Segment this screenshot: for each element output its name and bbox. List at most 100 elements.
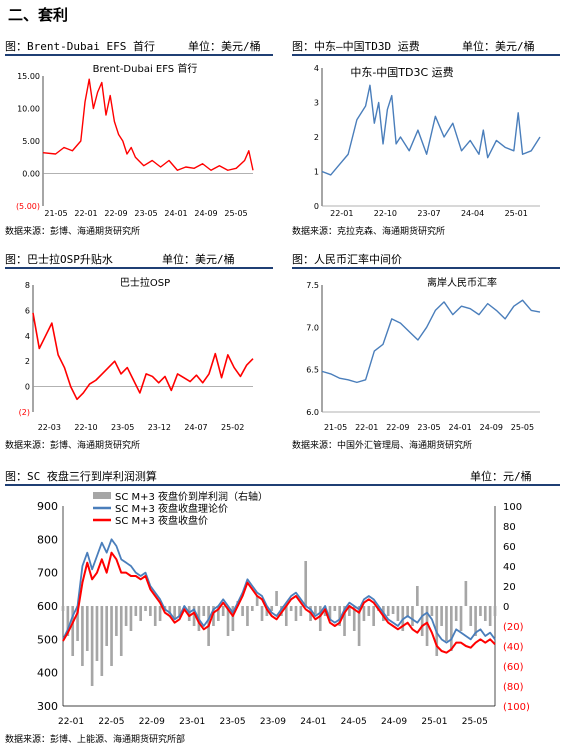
x-tick-label: 23-05 <box>219 717 245 726</box>
legend-swatch <box>93 492 111 499</box>
profit-bar <box>352 606 356 631</box>
profit-bar <box>357 606 361 646</box>
series-line <box>321 84 541 176</box>
profit-bar <box>100 606 104 676</box>
x-tick-label: 25-01 <box>421 717 447 726</box>
profit-bar <box>343 606 346 636</box>
profit-bar <box>469 606 473 626</box>
x-tick-label: 24-09 <box>480 423 503 432</box>
x-tick-label: 23-05 <box>111 423 134 432</box>
x-tick-label: 23-12 <box>148 423 171 432</box>
y-right-tick-label: (80) <box>503 682 524 693</box>
x-tick-label: 23-05 <box>134 209 157 218</box>
profit-bar <box>246 606 249 626</box>
panel3-source: 数据来源：彭博、海通期货研究所 <box>5 441 141 451</box>
panel3-rule <box>5 267 273 269</box>
x-tick-label: 21-05 <box>324 423 347 432</box>
profit-bar <box>420 606 424 636</box>
x-tick-label: 25-05 <box>224 209 247 218</box>
y-left-tick-label: 800 <box>37 533 58 546</box>
profit-bar <box>314 606 317 614</box>
profit-bar <box>76 606 79 641</box>
y-right-tick-label: 0 <box>503 602 509 613</box>
y-tick-label: 6.0 <box>306 408 319 417</box>
chart-title: 中东-中国TD3C 运费 <box>350 66 453 79</box>
profit-bar <box>474 606 477 636</box>
x-tick-label: 25-05 <box>511 423 534 432</box>
profit-bar <box>464 581 468 606</box>
panel5-unit: 单位：元/桶 <box>470 470 532 483</box>
profit-bar <box>445 606 448 641</box>
section-title: 二、套利 <box>8 6 69 24</box>
panel2-unit: 单位：美元/桶 <box>462 40 535 53</box>
profit-bar <box>212 606 215 626</box>
x-tick-label: 25-01 <box>505 209 528 218</box>
x-tick-label: 22-10 <box>374 209 397 218</box>
profit-bar <box>362 606 366 621</box>
y-tick-label: 4 <box>25 332 30 341</box>
panel2-caption: 图：中东—中国TD3D 运费 <box>292 40 420 53</box>
y-tick-label: 6 <box>25 306 30 315</box>
profit-bar <box>449 606 453 651</box>
x-tick-label: 25-02 <box>221 423 244 432</box>
profit-bar <box>372 606 375 626</box>
series-line <box>32 312 254 401</box>
profit-bar <box>333 606 337 611</box>
profit-bar <box>430 606 434 616</box>
panel4-caption: 图：人民币汇率中间价 <box>292 253 402 266</box>
profit-bar <box>318 606 322 631</box>
y-right-tick-label: 40 <box>503 562 516 573</box>
profit-bar <box>139 606 142 621</box>
series-line <box>321 299 541 384</box>
x-tick-label: 22-01 <box>355 423 378 432</box>
x-tick-label: 22-05 <box>98 717 124 726</box>
y-right-tick-label: (100) <box>503 702 530 713</box>
x-tick-label: 22-01 <box>58 717 84 726</box>
panel1-rule <box>5 54 273 56</box>
profit-bar <box>178 606 181 616</box>
y-tick-label: 10.00 <box>17 105 40 114</box>
profit-bar <box>284 606 288 626</box>
y-tick-label: 2 <box>314 133 319 142</box>
y-tick-label: 0 <box>314 202 319 211</box>
profit-bar <box>110 606 113 666</box>
y-right-tick-label: 60 <box>503 542 516 553</box>
osp-chart: 8 6 4 2 0 (2) 22-03 22-10 23-05 23-12 24-07 25-02 巴士… <box>19 276 254 432</box>
profit-bar <box>105 606 109 646</box>
y-left-tick-label: 300 <box>37 700 58 713</box>
panel1-caption: 图：Brent-Dubai EFS 首行 <box>5 40 155 53</box>
profit-bar <box>124 606 128 626</box>
y-right-tick-label: (40) <box>503 642 524 653</box>
profit-bar <box>217 606 220 621</box>
y-right-tick-label: (20) <box>503 622 524 633</box>
panel3-caption: 图：巴士拉OSP升贴水 <box>5 253 113 266</box>
panel2-source: 数据来源：克拉克森、海通期货研究所 <box>292 227 446 237</box>
legend-label: SC M+3 夜盘收盘理论价 <box>115 502 228 515</box>
profit-bar <box>134 606 138 616</box>
y-tick-label: 5.00 <box>22 137 40 146</box>
profit-bar <box>61 606 65 611</box>
profit-bar <box>294 606 298 621</box>
profit-bar <box>168 606 172 614</box>
profit-bar <box>158 606 162 621</box>
profit-bar <box>202 606 206 616</box>
x-tick-label: 24-07 <box>184 423 207 432</box>
profit-bar <box>416 586 419 606</box>
y-tick-label: 4 <box>314 64 319 73</box>
sc-profit-chart: 900 800 700 600 500 400 300 100 80 60 40 20 0 (20) (40… <box>37 490 530 726</box>
profit-bar <box>425 606 429 646</box>
x-tick-label: 24-04 <box>461 209 484 218</box>
x-tick-label: 24-05 <box>341 717 367 726</box>
y-right-tick-label: 100 <box>503 502 522 513</box>
x-tick-label: 24-01 <box>164 209 187 218</box>
close-price-line <box>62 551 496 654</box>
panel1-unit: 单位：美元/桶 <box>188 40 261 53</box>
x-tick-label: 22-10 <box>74 423 97 432</box>
chart-title: 巴士拉OSP <box>120 276 170 289</box>
x-tick-label: 21-05 <box>44 209 67 218</box>
panel5-rule <box>5 484 560 486</box>
y-tick-label: (2) <box>19 408 30 417</box>
panel3-unit: 单位：美元/桶 <box>162 253 235 266</box>
y-left-tick-label: 700 <box>37 567 58 580</box>
profit-bar <box>338 606 341 626</box>
